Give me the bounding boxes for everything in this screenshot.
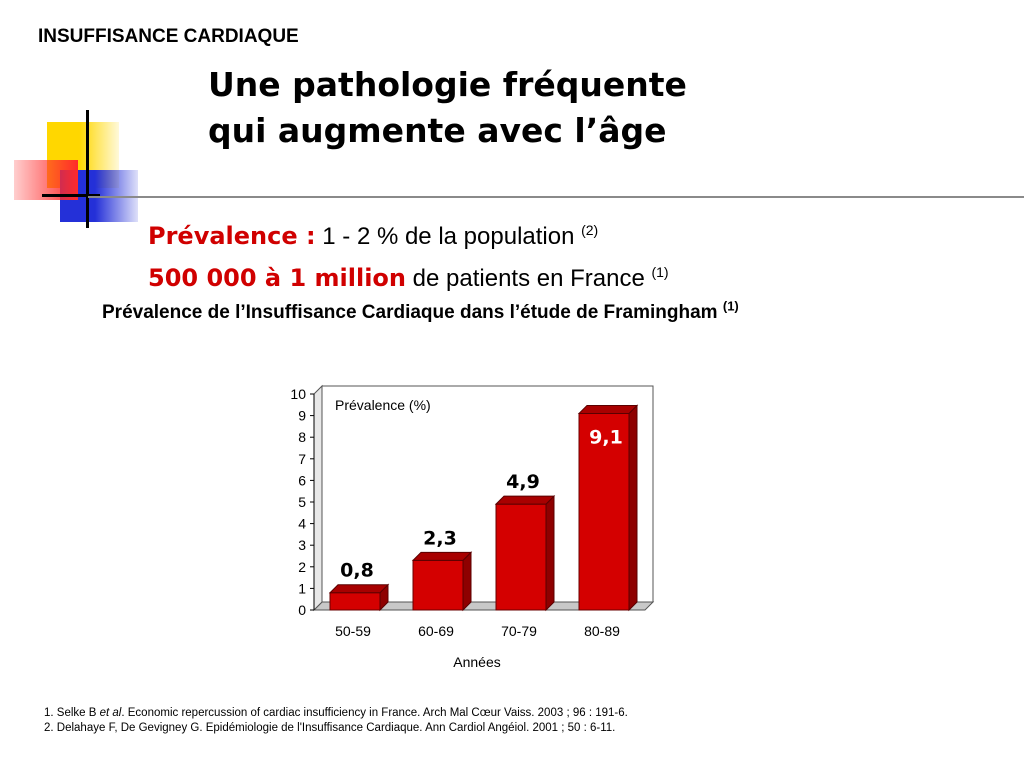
logo-red-square xyxy=(14,160,78,200)
patients-text: de patients en France xyxy=(406,265,652,292)
prevalence-text: 1 - 2 % de la population xyxy=(315,223,582,250)
y-tick-label: 10 xyxy=(290,386,306,402)
y-axis-label: Prévalence (%) xyxy=(335,397,431,413)
references: 1. Selke B et al. Economic repercussion … xyxy=(44,706,628,736)
x-tick-label: 70-79 xyxy=(501,623,537,639)
title-line-1: Une pathologie fréquente xyxy=(208,65,687,104)
bar-front xyxy=(412,559,464,611)
y-tick-label: 1 xyxy=(298,580,306,596)
bar-front xyxy=(329,592,381,611)
chart-heading-text: Prévalence de l’Insuffisance Cardiaque d… xyxy=(102,302,723,323)
bar-side xyxy=(628,404,638,612)
y-tick-label: 5 xyxy=(298,494,306,510)
logo-horizontal-line xyxy=(42,194,100,197)
y-tick-label: 7 xyxy=(298,451,306,467)
reference-1: 1. Selke B et al. Economic repercussion … xyxy=(44,706,628,721)
y-tick-label: 8 xyxy=(298,429,306,445)
bar-front xyxy=(578,412,630,611)
bar-top xyxy=(411,551,473,561)
x-tick-label: 50-59 xyxy=(335,623,371,639)
reference-1-italic: et al xyxy=(99,707,122,719)
title-line-2: qui augmente avec l’âge xyxy=(208,111,667,150)
reference-1-rest: . Economic repercussion of cardiac insuf… xyxy=(121,707,628,719)
y-tick-label: 4 xyxy=(298,516,306,532)
bar-value-label: 9,1 xyxy=(589,426,623,448)
logo-vertical-line xyxy=(86,110,89,228)
bar-side xyxy=(462,551,472,612)
prevalence-bar-chart: 0 1 2 3 4 5 6 7 8 9 10 Prévalence (%) 0,8 50-59 2,3 60-… xyxy=(290,384,655,670)
patients-label: 500 000 à 1 million xyxy=(148,264,406,292)
y-tick-label: 9 xyxy=(298,408,306,424)
bar-top xyxy=(494,495,556,505)
prevalence-ref: (2) xyxy=(581,222,599,238)
x-tick-label: 80-89 xyxy=(584,623,620,639)
patients-line: 500 000 à 1 million de patients en Franc… xyxy=(148,264,669,293)
prevalence-label: Prévalence : xyxy=(148,222,316,250)
title-divider xyxy=(88,196,1024,198)
reference-1-prefix: 1. Selke B xyxy=(44,707,100,719)
section-label: INSUFFISANCE CARDIAQUE xyxy=(38,26,299,47)
y-tick-label: 0 xyxy=(298,602,306,618)
bar-value-label: 2,3 xyxy=(423,527,457,549)
chart-side-wall xyxy=(313,384,323,612)
x-axis-label: Années xyxy=(453,654,500,670)
y-tick-label: 2 xyxy=(298,559,306,575)
bar-front xyxy=(495,503,547,611)
prevalence-line: Prévalence : 1 - 2 % de la population (2… xyxy=(148,222,598,251)
chart-heading: Prévalence de l’Insuffisance Cardiaque d… xyxy=(102,298,739,324)
bar-value-label: 4,9 xyxy=(506,471,540,493)
bar-top xyxy=(577,404,639,414)
patients-ref: (1) xyxy=(651,264,669,280)
chart-heading-ref: (1) xyxy=(722,298,739,314)
slide-title: Une pathologie fréquente qui augmente av… xyxy=(208,62,687,154)
bar-value-label: 0,8 xyxy=(340,560,374,582)
x-tick-label: 60-69 xyxy=(418,623,454,639)
y-tick-label: 6 xyxy=(298,472,306,488)
y-tick-label: 3 xyxy=(298,537,306,553)
bar-top xyxy=(328,584,390,594)
reference-2: 2. Delahaye F, De Gevigney G. Epidémiolo… xyxy=(44,722,616,734)
bar-side xyxy=(545,494,555,612)
